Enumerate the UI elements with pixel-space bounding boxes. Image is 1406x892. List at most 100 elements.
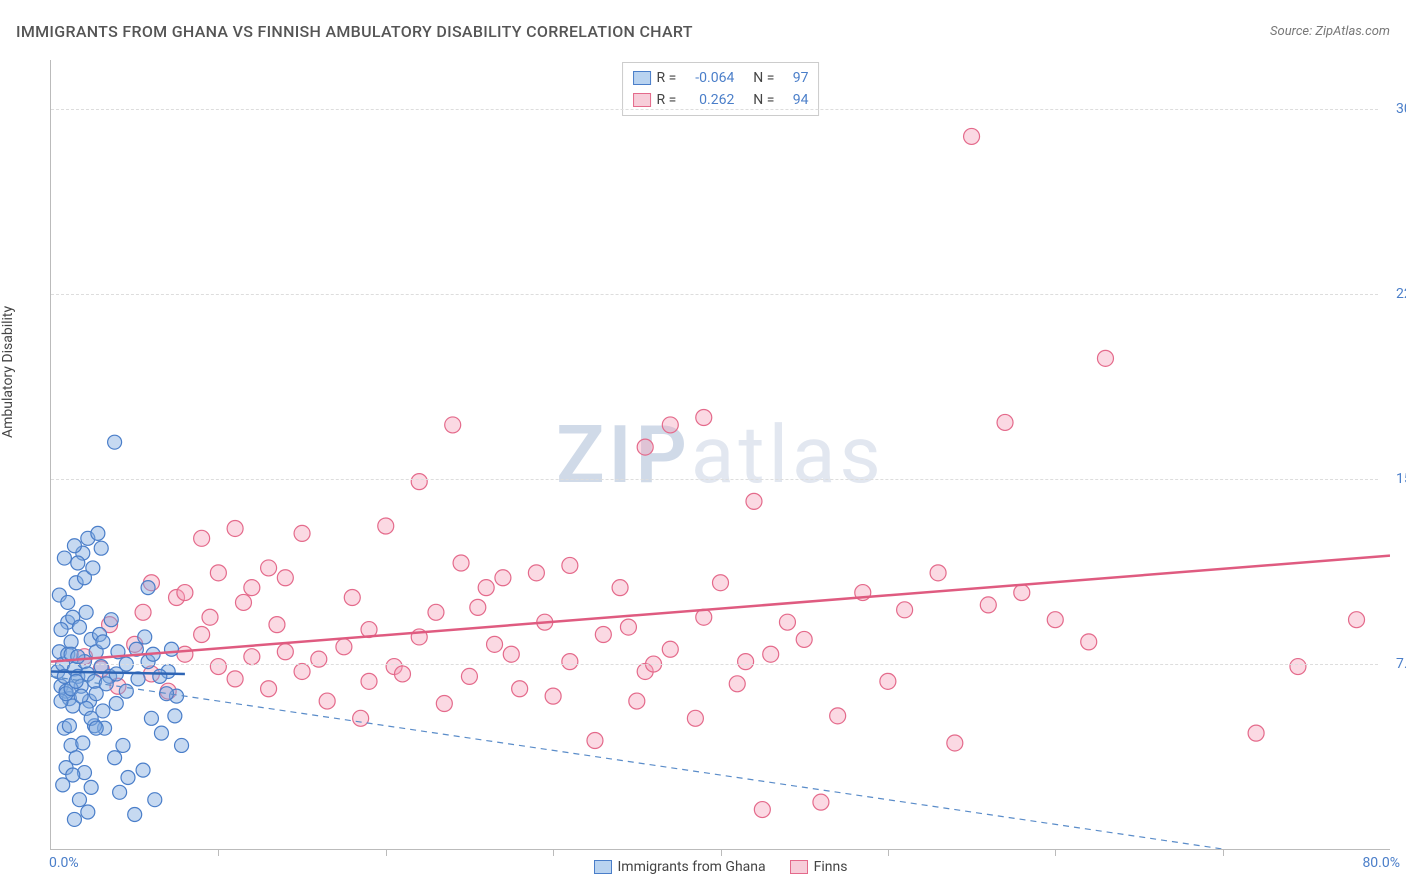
chart-area: ZIPatlas R = -0.064 N = 97 R = 0.262 N =… bbox=[50, 60, 1390, 850]
ytick-label: 15.0% bbox=[1390, 471, 1406, 487]
scatter-point bbox=[620, 619, 636, 635]
plot-frame: ZIPatlas R = -0.064 N = 97 R = 0.262 N =… bbox=[50, 60, 1390, 850]
scatter-point bbox=[1248, 725, 1264, 741]
legend-item-finns: Finns bbox=[790, 859, 848, 875]
scatter-point bbox=[1290, 659, 1306, 675]
scatter-point bbox=[662, 417, 678, 433]
scatter-point bbox=[487, 636, 503, 652]
scatter-point bbox=[779, 614, 795, 630]
y-axis-label: Ambulatory Disability bbox=[0, 306, 16, 438]
scatter-point bbox=[116, 738, 130, 752]
scatter-point bbox=[277, 570, 293, 586]
scatter-point bbox=[144, 711, 158, 725]
scatter-point bbox=[153, 669, 167, 683]
scatter-point bbox=[947, 735, 963, 751]
scatter-point bbox=[84, 780, 98, 794]
scatter-point bbox=[91, 526, 105, 540]
ytick-label: 22.5% bbox=[1390, 286, 1406, 302]
scatter-point bbox=[227, 671, 243, 687]
scatter-point bbox=[503, 646, 519, 662]
scatter-point bbox=[713, 575, 729, 591]
scatter-point bbox=[445, 417, 461, 433]
scatter-point bbox=[729, 676, 745, 692]
x-zero-label: 0.0% bbox=[49, 855, 79, 871]
scatter-point bbox=[738, 654, 754, 670]
scatter-point bbox=[210, 565, 226, 581]
scatter-point bbox=[141, 581, 155, 595]
scatter-point bbox=[108, 751, 122, 765]
scatter-point bbox=[336, 639, 352, 655]
scatter-point bbox=[353, 710, 369, 726]
series-legend: Immigrants from Ghana Finns bbox=[594, 859, 848, 875]
scatter-point bbox=[227, 520, 243, 536]
scatter-point bbox=[76, 736, 90, 750]
scatter-point bbox=[512, 681, 528, 697]
trend-line bbox=[51, 556, 1390, 662]
scatter-point bbox=[294, 663, 310, 679]
scatter-point bbox=[378, 518, 394, 534]
scatter-point bbox=[980, 597, 996, 613]
scatter-point bbox=[1047, 612, 1063, 628]
legend-label-ghana: Immigrants from Ghana bbox=[618, 859, 766, 875]
scatter-point bbox=[319, 693, 335, 709]
gridline bbox=[51, 109, 1378, 110]
scatter-point bbox=[71, 556, 85, 570]
scatter-point bbox=[261, 560, 277, 576]
scatter-point bbox=[880, 673, 896, 689]
scatter-point bbox=[696, 609, 712, 625]
scatter-point bbox=[154, 726, 168, 740]
correlation-legend: R = -0.064 N = 97 R = 0.262 N = 94 bbox=[622, 62, 820, 116]
scatter-point bbox=[128, 807, 142, 821]
scatter-point bbox=[612, 580, 628, 596]
scatter-point bbox=[562, 654, 578, 670]
r-value-ghana: -0.064 bbox=[682, 67, 734, 89]
scatter-point bbox=[108, 435, 122, 449]
xtick bbox=[1055, 849, 1056, 856]
scatter-point bbox=[194, 626, 210, 642]
scatter-point bbox=[81, 805, 95, 819]
scatter-point bbox=[796, 631, 812, 647]
r-label-ghana: R = bbox=[657, 67, 677, 89]
scatter-point bbox=[67, 539, 81, 553]
scatter-point bbox=[177, 585, 193, 601]
scatter-point bbox=[269, 617, 285, 633]
scatter-point bbox=[1081, 634, 1097, 650]
n-label-finns: N = bbox=[753, 89, 774, 111]
scatter-point bbox=[562, 557, 578, 573]
scatter-svg bbox=[51, 60, 1390, 849]
scatter-point bbox=[545, 688, 561, 704]
scatter-point bbox=[136, 763, 150, 777]
scatter-point bbox=[261, 681, 277, 697]
scatter-point bbox=[411, 474, 427, 490]
scatter-point bbox=[361, 673, 377, 689]
scatter-point bbox=[56, 778, 70, 792]
scatter-point bbox=[1097, 350, 1113, 366]
xtick bbox=[218, 849, 219, 856]
legend-row-finns: R = 0.262 N = 94 bbox=[633, 89, 809, 111]
scatter-point bbox=[165, 642, 179, 656]
scatter-point bbox=[930, 565, 946, 581]
scatter-point bbox=[294, 525, 310, 541]
scatter-point bbox=[461, 668, 477, 684]
scatter-point bbox=[830, 708, 846, 724]
scatter-point bbox=[629, 693, 645, 709]
scatter-point bbox=[72, 793, 86, 807]
swatch-finns-bottom bbox=[790, 860, 808, 874]
scatter-point bbox=[175, 738, 189, 752]
scatter-point bbox=[662, 641, 678, 657]
scatter-point bbox=[470, 599, 486, 615]
scatter-point bbox=[244, 580, 260, 596]
scatter-point bbox=[67, 812, 81, 826]
legend-item-ghana: Immigrants from Ghana bbox=[594, 859, 766, 875]
legend-label-finns: Finns bbox=[814, 859, 848, 875]
gridline bbox=[51, 294, 1378, 295]
scatter-point bbox=[71, 650, 85, 664]
scatter-point bbox=[62, 719, 76, 733]
scatter-point bbox=[94, 541, 108, 555]
scatter-point bbox=[964, 128, 980, 144]
source-label: Source: ZipAtlas.com bbox=[1270, 24, 1390, 39]
scatter-point bbox=[202, 609, 218, 625]
n-value-finns: 94 bbox=[780, 89, 808, 111]
x-max-label: 80.0% bbox=[1362, 855, 1400, 871]
ytick-label: 30.0% bbox=[1390, 101, 1406, 117]
